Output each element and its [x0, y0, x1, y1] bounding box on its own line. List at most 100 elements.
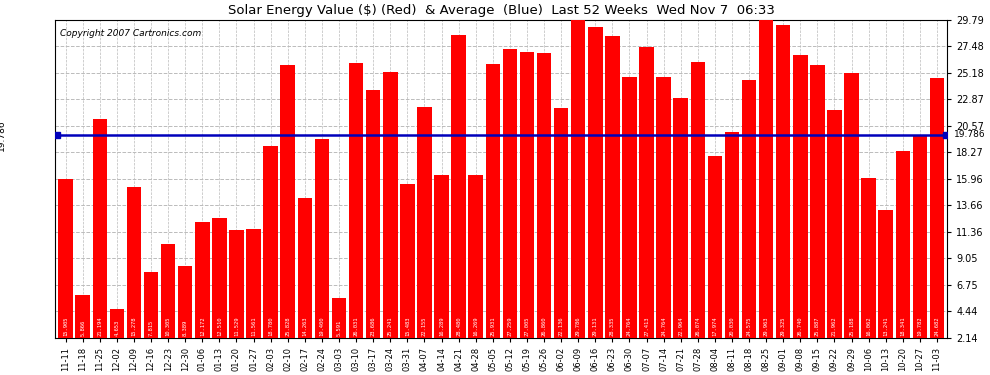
Bar [451, 35, 466, 338]
Bar [247, 229, 260, 338]
Bar [759, 18, 773, 338]
Bar [553, 108, 568, 338]
Text: 16.269: 16.269 [473, 317, 478, 336]
Text: 29.786: 29.786 [576, 317, 581, 336]
Bar [588, 27, 603, 338]
Bar [537, 53, 551, 338]
Text: 26.740: 26.740 [798, 317, 803, 336]
Bar [810, 64, 825, 338]
Text: 22.155: 22.155 [422, 317, 427, 336]
Bar [212, 218, 227, 338]
Text: 25.887: 25.887 [815, 317, 820, 336]
Bar [127, 186, 142, 338]
Text: 21.962: 21.962 [832, 317, 837, 336]
Bar [656, 78, 671, 338]
Bar [144, 272, 158, 338]
Bar [230, 230, 244, 338]
Bar [930, 78, 944, 338]
Bar [468, 175, 483, 338]
Text: 24.764: 24.764 [661, 317, 666, 336]
Text: 19.782: 19.782 [918, 317, 923, 336]
Bar [605, 36, 620, 338]
Text: 14.263: 14.263 [302, 317, 307, 336]
Bar [110, 309, 124, 338]
Text: 29.963: 29.963 [763, 317, 768, 336]
Bar [725, 132, 740, 338]
Text: 18.780: 18.780 [268, 317, 273, 336]
Text: 23.686: 23.686 [370, 317, 375, 336]
Text: 16.289: 16.289 [439, 317, 444, 336]
Text: 20.030: 20.030 [730, 317, 735, 336]
Bar [58, 179, 73, 338]
Text: 24.682: 24.682 [935, 317, 940, 336]
Text: 17.974: 17.974 [713, 317, 718, 336]
Text: 15.278: 15.278 [132, 317, 137, 336]
Text: 29.131: 29.131 [593, 317, 598, 336]
Text: 12.510: 12.510 [217, 317, 222, 336]
Text: 25.931: 25.931 [490, 317, 495, 336]
Text: 19.786: 19.786 [0, 119, 6, 150]
Bar [708, 156, 722, 338]
Bar [280, 65, 295, 338]
Text: 16.062: 16.062 [866, 317, 871, 336]
Text: 25.241: 25.241 [388, 317, 393, 336]
Bar [195, 222, 210, 338]
Bar [400, 184, 415, 338]
Text: 5.591: 5.591 [337, 320, 342, 336]
Text: 28.335: 28.335 [610, 317, 615, 336]
Text: 27.259: 27.259 [507, 317, 513, 336]
Bar [520, 52, 535, 338]
Text: 15.905: 15.905 [63, 317, 68, 336]
Bar [332, 298, 346, 338]
Text: 26.860: 26.860 [542, 317, 546, 336]
Text: 18.341: 18.341 [900, 317, 905, 336]
Bar [75, 295, 90, 338]
Text: 22.964: 22.964 [678, 317, 683, 336]
Bar [640, 47, 653, 338]
Bar [298, 198, 312, 338]
Bar [435, 175, 448, 338]
Text: 11.561: 11.561 [251, 317, 256, 336]
Text: 25.828: 25.828 [285, 317, 290, 336]
Text: 19.400: 19.400 [320, 317, 325, 336]
Text: 8.389: 8.389 [183, 320, 188, 336]
Text: 11.529: 11.529 [234, 317, 239, 336]
Bar [178, 266, 192, 338]
Bar [673, 98, 688, 338]
Bar [742, 80, 756, 338]
Bar [844, 73, 859, 338]
Text: 19.786: 19.786 [954, 130, 986, 139]
Bar [861, 177, 876, 338]
Title: Solar Energy Value ($) (Red)  & Average  (Blue)  Last 52 Weeks  Wed Nov 7  06:33: Solar Energy Value ($) (Red) & Average (… [228, 4, 775, 17]
Bar [417, 108, 432, 338]
Text: 24.575: 24.575 [746, 317, 751, 336]
Text: 5.866: 5.866 [80, 320, 85, 336]
Text: 26.031: 26.031 [353, 317, 358, 336]
Text: 29.325: 29.325 [781, 317, 786, 336]
Bar [793, 55, 808, 338]
Bar [913, 135, 928, 338]
Text: 21.194: 21.194 [97, 317, 102, 336]
Text: 24.764: 24.764 [627, 317, 632, 336]
Bar [160, 244, 175, 338]
Text: 26.074: 26.074 [695, 317, 700, 336]
Text: 27.413: 27.413 [644, 317, 649, 336]
Bar [92, 118, 107, 338]
Bar [366, 90, 380, 338]
Bar [896, 152, 910, 338]
Text: 22.136: 22.136 [558, 317, 563, 336]
Text: 7.815: 7.815 [148, 320, 153, 336]
Bar [485, 64, 500, 338]
Bar [622, 78, 637, 338]
Bar [691, 62, 705, 338]
Bar [383, 72, 398, 338]
Text: 12.172: 12.172 [200, 317, 205, 336]
Bar [571, 20, 585, 338]
Bar [503, 49, 517, 338]
Text: 25.188: 25.188 [849, 317, 854, 336]
Text: 27.005: 27.005 [525, 317, 530, 336]
Text: 15.483: 15.483 [405, 317, 410, 336]
Bar [828, 110, 842, 338]
Text: 13.241: 13.241 [883, 317, 888, 336]
Text: Copyright 2007 Cartronics.com: Copyright 2007 Cartronics.com [59, 29, 201, 38]
